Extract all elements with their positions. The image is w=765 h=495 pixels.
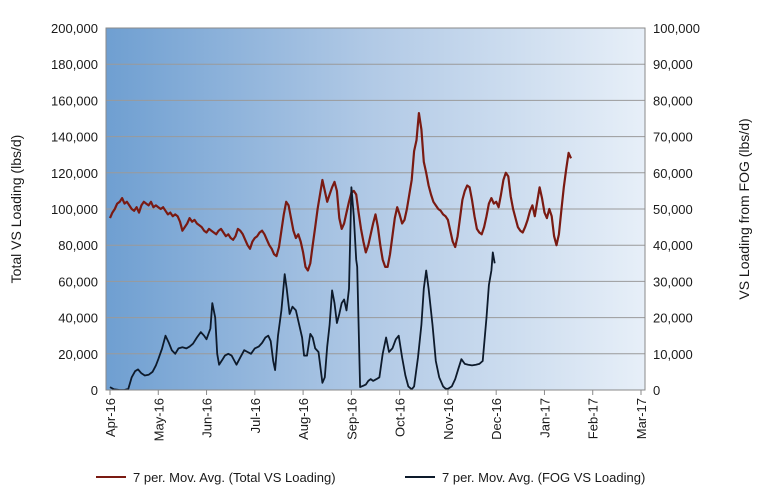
right-tick-label: 40,000 <box>653 238 693 253</box>
x-tick-label: Aug-16 <box>296 398 311 440</box>
legend-label-fog: 7 per. Mov. Avg. (FOG VS Loading) <box>442 470 645 485</box>
left-tick-label: 140,000 <box>51 130 98 145</box>
left-axis-title: Total VS Loading (lbs/d) <box>8 135 24 284</box>
x-tick-label: Jan-17 <box>537 398 552 438</box>
left-tick-label: 0 <box>91 383 98 398</box>
left-tick-label: 40,000 <box>58 311 98 326</box>
right-tick-label: 30,000 <box>653 274 693 289</box>
left-tick-label: 80,000 <box>58 238 98 253</box>
left-tick-label: 60,000 <box>58 274 98 289</box>
x-tick-label: Oct-16 <box>393 398 408 437</box>
right-axis-ticks: 0 10,000 20,000 30,000 40,000 50,000 60,000 70,… <box>653 21 700 398</box>
legend-label-total: 7 per. Mov. Avg. (Total VS Loading) <box>133 470 336 485</box>
plot-border <box>105 27 646 391</box>
x-tick-label: Dec-16 <box>489 398 504 440</box>
series-line-total-vs <box>108 111 573 272</box>
left-tick-label: 160,000 <box>51 93 98 108</box>
left-axis-ticks: 0 20,000 40,000 60,000 80,000 100,000 120,000 1… <box>51 21 98 398</box>
right-tick-label: 80,000 <box>653 93 693 108</box>
left-tick-label: 120,000 <box>51 166 98 181</box>
right-tick-label: 60,000 <box>653 166 693 181</box>
series-lines <box>108 111 573 390</box>
left-tick-label: 200,000 <box>51 21 98 36</box>
left-tick-label: 100,000 <box>51 202 98 217</box>
right-tick-label: 10,000 <box>653 347 693 362</box>
x-tick-label: Jul-16 <box>248 398 263 433</box>
right-tick-label: 50,000 <box>653 202 693 217</box>
x-tick-label: Sep-16 <box>344 398 359 440</box>
x-tick-label: Jun-16 <box>200 398 215 438</box>
right-tick-label: 90,000 <box>653 57 693 72</box>
x-tick-label: Mar-17 <box>634 398 649 439</box>
x-tick-label: Apr-16 <box>103 398 118 437</box>
series-line-fog-vs <box>109 186 496 390</box>
right-tick-label: 100,000 <box>653 21 700 36</box>
right-tick-label: 20,000 <box>653 311 693 326</box>
left-tick-label: 180,000 <box>51 57 98 72</box>
left-tick-label: 20,000 <box>58 347 98 362</box>
x-tick-label: Nov-16 <box>441 398 456 440</box>
x-tick-label: Feb-17 <box>586 398 601 439</box>
right-axis-title: VS Loading from FOG (lbs/d) <box>736 118 752 299</box>
right-tick-label: 70,000 <box>653 130 693 145</box>
x-tick-label: May-16 <box>151 398 166 441</box>
legend: 7 per. Mov. Avg. (Total VS Loading) 7 pe… <box>96 470 645 485</box>
x-axis-ticks: Apr-16 May-16 Jun-16 Jul-16 Aug-16 Sep-16 Oct-… <box>103 390 649 441</box>
right-tick-label: 0 <box>653 383 660 398</box>
